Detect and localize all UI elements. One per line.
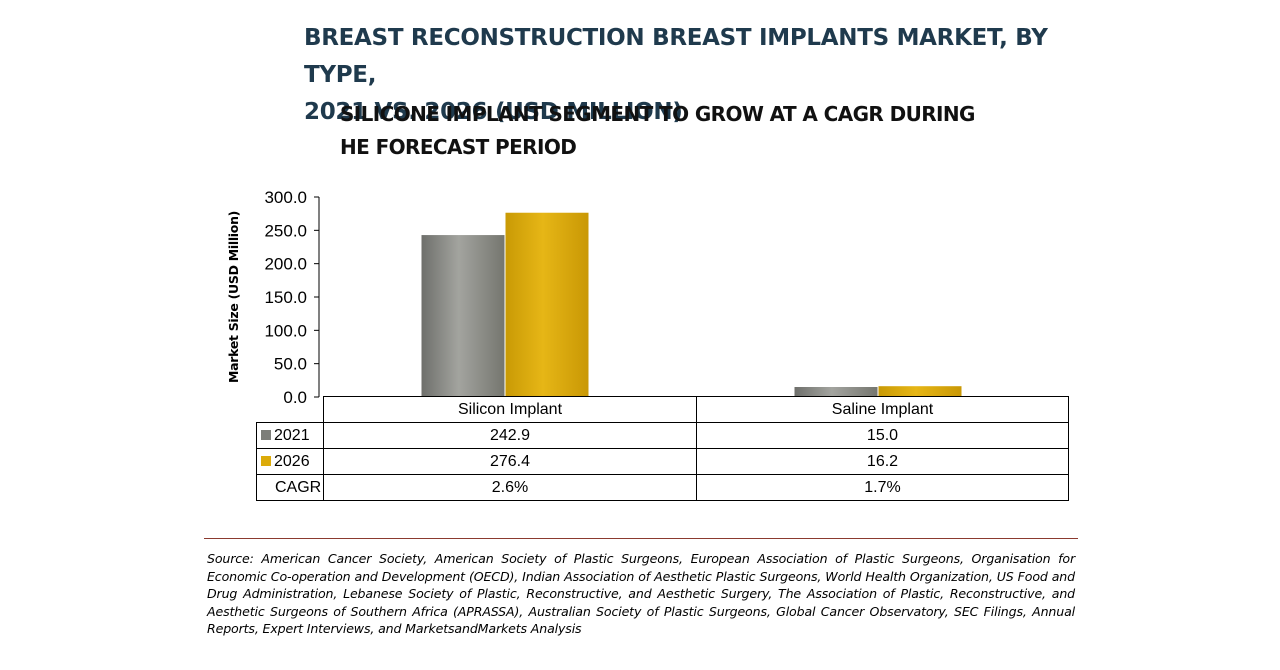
bar-2026-silicon [505,212,589,397]
y-tick-label: 300.0 [264,188,307,207]
legend-swatch-2021 [261,429,271,440]
legend-label-2026: 2026 [274,452,310,470]
table-row-2026: 2026 276.4 16.2 [256,448,1069,475]
y-tick-label: 250.0 [264,221,307,240]
legend-label-2021: 2021 [274,426,310,444]
bars [421,212,962,397]
y-tick-label: 150.0 [264,288,307,307]
bar-2021-saline [794,387,878,397]
category-label-silicon: Silicon Implant [323,396,697,423]
y-tick-label: 200.0 [264,255,307,274]
bar-2021-silicon [421,235,505,397]
chart-title-line-2: 2021 VS. 2026 (USD MILLION) [304,99,683,125]
table-row-cagr: CAGR 2.6% 1.7% [256,474,1069,501]
cagr-saline: 1.7% [696,474,1069,501]
chart-title-line-1: BREAST RECONSTRUCTION BREAST IMPLANTS MA… [304,25,1048,88]
data-table: Silicon Implant Saline Implant 2021 242.… [256,396,1069,501]
divider-line [204,538,1078,539]
value-2026-silicon: 276.4 [323,448,697,475]
value-2026-saline: 16.2 [696,448,1069,475]
chart-title: BREAST RECONSTRUCTION BREAST IMPLANTS MA… [304,20,1104,131]
y-tick-label: 50.0 [274,355,307,374]
table-row-2021: 2021 242.9 15.0 [256,422,1069,449]
source-note: Source: American Cancer Society, America… [207,551,1075,636]
y-tick-label: 100.0 [264,321,307,340]
chart-subtitle-line-2: HE FORECAST PERIOD [340,135,577,159]
bar-2026-saline [878,386,962,397]
category-label-saline: Saline Implant [696,396,1069,423]
legend-2026: 2026 [256,448,324,475]
chart-subtitle: SILICONE IMPLANT SEGMENT TO GROW AT A CA… [340,98,980,164]
table-header-row: Silicon Implant Saline Implant [256,396,1069,423]
table-corner [256,396,324,423]
legend-swatch-2026 [261,455,271,466]
legend-2021: 2021 [256,422,324,449]
chart-subtitle-line-1: SILICONE IMPLANT SEGMENT TO GROW AT A CA… [340,102,975,126]
cagr-silicon: 2.6% [323,474,697,501]
value-2021-silicon: 242.9 [323,422,697,449]
cagr-label: CAGR [256,474,324,501]
value-2021-saline: 15.0 [696,422,1069,449]
